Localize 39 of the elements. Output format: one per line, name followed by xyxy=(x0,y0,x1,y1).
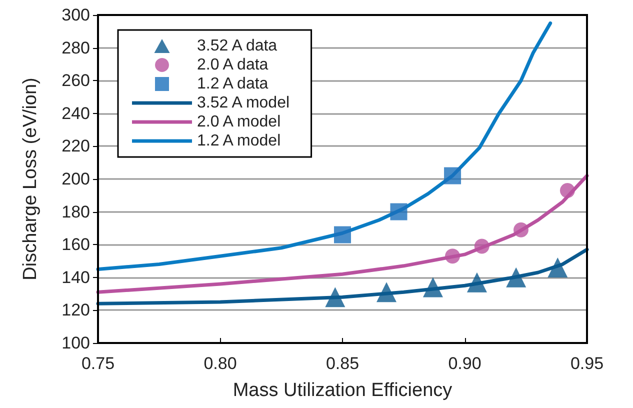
point xyxy=(466,272,487,292)
legend-label: 2.0 A data xyxy=(197,56,268,74)
y-tick-label: 260 xyxy=(62,71,90,90)
point xyxy=(376,282,397,302)
line-series xyxy=(96,174,589,294)
legend-label: 1.2 A data xyxy=(197,76,268,92)
x-tick-label: 0.75 xyxy=(81,354,115,373)
y-tick-label: 100 xyxy=(62,334,90,352)
x-tick-label: 0.95 xyxy=(570,354,604,373)
legend-label: 1.2 A model xyxy=(197,132,281,150)
legend-label: 3.52 A model xyxy=(197,94,290,112)
point xyxy=(422,277,443,298)
x-axis-title: Mass Utilization Efficiency xyxy=(232,380,453,401)
point xyxy=(390,203,408,220)
legend-label: 3.52 A data xyxy=(197,38,278,54)
y-tick-label: 300 xyxy=(62,6,90,24)
y-tick-label: 160 xyxy=(62,235,90,254)
y-tick-label: 280 xyxy=(62,38,90,58)
line-series xyxy=(96,21,552,271)
y-tick-label: 240 xyxy=(62,104,90,123)
y-axis-title: Discharge Loss (eV/ion) xyxy=(20,78,41,280)
point xyxy=(514,222,528,238)
point xyxy=(506,267,526,288)
y-tick-label: 220 xyxy=(62,136,90,156)
x-tick-label: 0.80 xyxy=(204,354,237,373)
point xyxy=(445,248,460,264)
x-tick-label: 0.85 xyxy=(326,354,360,373)
x-tick-label: 0.90 xyxy=(448,354,482,373)
point xyxy=(334,226,351,244)
y-tick-label: 180 xyxy=(62,202,90,222)
point xyxy=(548,258,568,278)
point xyxy=(325,287,346,308)
y-tick-label: 140 xyxy=(62,268,90,287)
legend-label: 2.0 A model xyxy=(197,114,281,130)
point xyxy=(474,238,490,254)
point xyxy=(444,167,462,184)
point xyxy=(560,182,575,198)
y-tick-label: 200 xyxy=(62,170,90,188)
y-tick-label: 120 xyxy=(62,300,90,320)
